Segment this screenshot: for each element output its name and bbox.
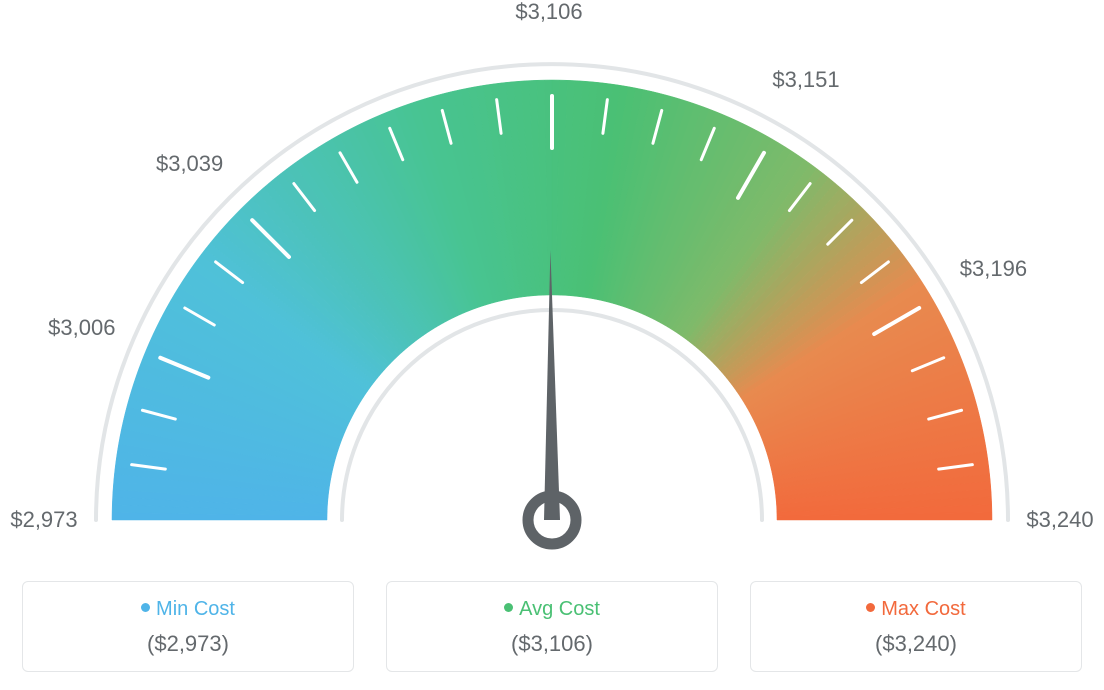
legend-max-value: ($3,240) bbox=[761, 631, 1071, 657]
gauge-tick-label: $3,151 bbox=[772, 67, 839, 93]
legend-min-title: Min Cost bbox=[33, 598, 343, 621]
legend-min-dot bbox=[141, 603, 150, 612]
gauge-chart: $2,973 $3,006 $3,039 $3,106 $3,151 $3,196 $3,2… bbox=[0, 0, 1104, 560]
legend-min-box: Min Cost ($2,973) bbox=[22, 581, 354, 672]
gauge-tick-label: $3,039 bbox=[156, 151, 223, 177]
legend-max-title: Max Cost bbox=[761, 598, 1071, 621]
gauge-tick-label: $3,106 bbox=[515, 0, 582, 25]
legend-max-box: Max Cost ($3,240) bbox=[750, 581, 1082, 672]
gauge-tick-label: $2,973 bbox=[10, 507, 77, 533]
legend-avg-value: ($3,106) bbox=[397, 631, 707, 657]
gauge-tick-label: $3,196 bbox=[960, 256, 1027, 282]
legend-avg-box: Avg Cost ($3,106) bbox=[386, 581, 718, 672]
legend-max-dot bbox=[866, 603, 875, 612]
gauge-tick-label: $3,240 bbox=[1026, 507, 1093, 533]
legend-avg-title: Avg Cost bbox=[397, 598, 707, 621]
legend-max-label: Max Cost bbox=[881, 598, 965, 620]
gauge-tick-label: $3,006 bbox=[48, 315, 115, 341]
legend-min-value: ($2,973) bbox=[33, 631, 343, 657]
legend-avg-label: Avg Cost bbox=[519, 598, 600, 620]
gauge-svg bbox=[0, 0, 1104, 560]
legend-row: Min Cost ($2,973) Avg Cost ($3,106) Max … bbox=[0, 581, 1104, 672]
legend-min-label: Min Cost bbox=[156, 598, 235, 620]
legend-avg-dot bbox=[504, 603, 513, 612]
